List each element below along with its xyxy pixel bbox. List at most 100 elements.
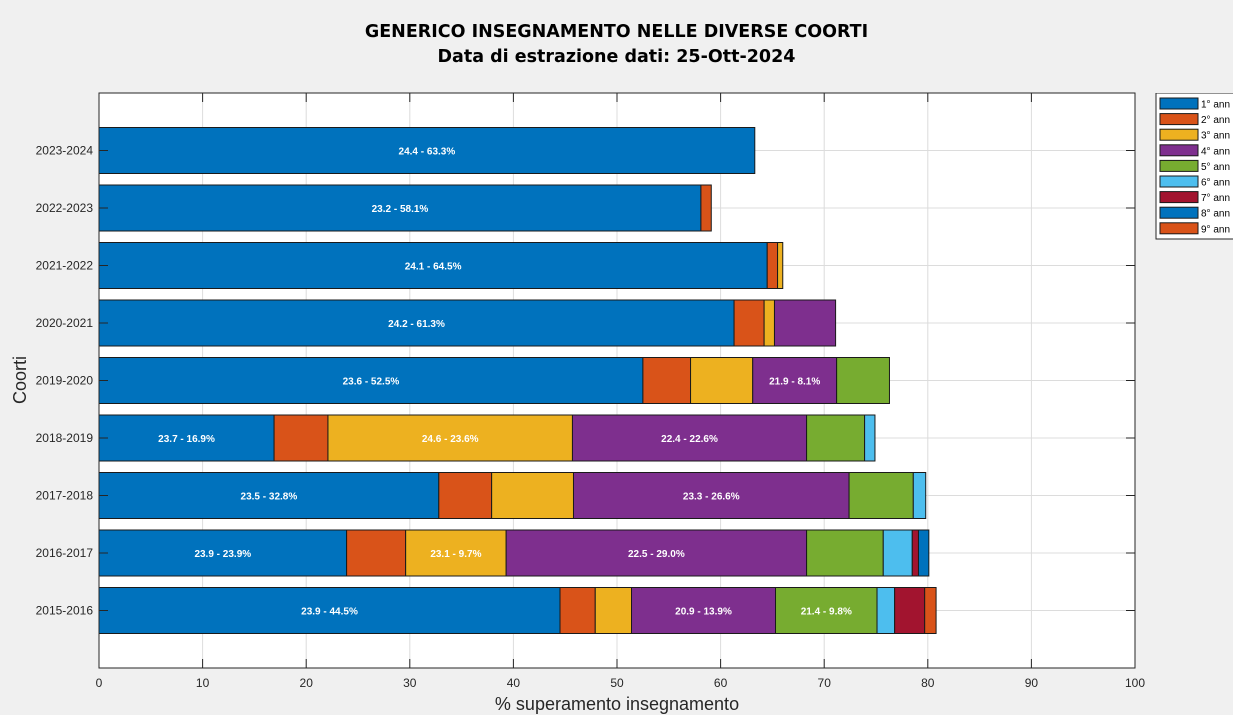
y-tick-label: 2015-2016 [36,604,94,618]
bar-label: 21.9 - 8.1% [769,377,820,388]
y-axis-label: Coorti [10,356,30,404]
legend-label: 5° ann [1201,162,1230,173]
bar-segment [594,587,633,634]
bar-segment [346,529,407,577]
legend-label: 3° ann [1201,131,1230,142]
x-tick-label: 70 [818,676,832,690]
bar-label: 22.4 - 22.6% [661,434,718,445]
legend-label: 2° ann [1201,115,1230,126]
bar-segment [911,529,919,577]
legend-swatch [1159,144,1199,157]
y-tick-label: 2021-2022 [36,259,94,273]
chart-title: GENERICO INSEGNAMENTO NELLE DIVERSE COOR… [0,20,1233,70]
x-axis-label: % superamento insegnamento [495,694,739,714]
bar-segment [438,472,493,519]
x-tick-label: 100 [1125,676,1145,690]
bar-segment [505,529,808,577]
bar-label: 23.7 - 16.9% [158,434,215,445]
bar-segment [912,472,927,519]
bar-label: 23.9 - 23.9% [194,549,251,560]
bar-label: 21.4 - 9.8% [801,607,852,618]
legend-swatch [1159,97,1199,110]
legend-label: 1° ann [1201,100,1230,111]
y-tick-label: 2018-2019 [36,431,94,445]
bar-segment [642,357,692,404]
bar-segment [273,414,329,462]
bar-segment [766,242,779,289]
bars [98,127,937,634]
legend-label: 6° ann [1201,178,1230,189]
legend-swatch [1159,113,1199,126]
x-tick-label: 60 [714,676,728,690]
x-tick-label: 0 [96,676,103,690]
legend-label: 4° ann [1201,146,1230,157]
bar-segment [327,414,573,462]
bar-label: 22.5 - 29.0% [628,549,685,560]
bar-segment [836,357,890,404]
y-tick-label: 2020-2021 [36,316,94,330]
bar-segment [848,472,914,519]
x-tick-label: 30 [403,676,417,690]
bar-label: 23.2 - 58.1% [372,204,429,215]
bar-segment [775,587,878,634]
bar-segment [491,472,574,519]
bar-label: 24.6 - 23.6% [422,434,479,445]
bar-segment [631,587,777,634]
y-tick-label: 2019-2020 [36,374,94,388]
bar-segment [690,357,754,404]
bar-segment [733,299,765,347]
x-tick-label: 20 [300,676,314,690]
bar-segment [571,414,808,462]
bar-segment [98,127,756,174]
x-tick-label: 80 [921,676,935,690]
legend-swatch [1159,159,1199,172]
legend: 1° ann 2° ann 3° ann 4° ann 5° ann 6° ann 7° a… [1155,93,1233,240]
bar-segment [559,587,596,634]
bar-segment [917,529,930,577]
bar-segment [98,472,440,519]
bar-segment [806,529,884,577]
bar-labels: 24.4 - 63.3% 23.2 - 58.1% 24.1 - 64.5% 24.2… [158,147,852,618]
bar-segment [876,587,896,634]
legend-swatch [1159,222,1199,235]
bar-segment [405,529,507,577]
legend-label: 7° ann [1201,193,1230,204]
bar-segment [773,299,837,347]
bar-segment [98,587,561,634]
y-tick-label: 2017-2018 [36,489,94,503]
y-tick-label: 2023-2024 [36,144,94,158]
x-tick-label: 50 [610,676,624,690]
legend-swatch [1159,191,1199,204]
bar-segment [894,587,926,634]
bar-segment [700,184,712,232]
bar-label: 23.1 - 9.7% [430,549,481,560]
bar-segment [572,472,850,519]
legend-swatch [1159,206,1199,219]
chart-title-line1: GENERICO INSEGNAMENTO NELLE DIVERSE COOR… [364,22,869,42]
bar-segment [752,357,838,404]
bar-segment [98,414,275,462]
bar-label: 23.9 - 44.5% [301,607,358,618]
bar-label: 24.2 - 61.3% [388,319,445,330]
x-tick-label: 10 [196,676,210,690]
bar-segment [924,587,937,634]
chart-title-line2: Data di estrazione dati: 25-Ott-2024 [437,47,796,67]
bar-segment [806,414,866,462]
axis-ticks [98,93,1136,668]
bar-label: 24.4 - 63.3% [399,147,456,158]
bar-label: 23.3 - 26.6% [683,492,740,503]
y-tick-label: 2016-2017 [36,546,94,560]
legend-swatch [1159,128,1199,141]
legend-swatch [1159,175,1199,188]
bar-segment [864,414,876,462]
legend-label: 9° ann [1201,224,1230,235]
bar-segment [763,299,775,347]
bar-segment [882,529,913,577]
bar-label: 23.6 - 52.5% [343,377,400,388]
y-tick-label: 2022-2023 [36,201,94,215]
x-tick-label: 40 [507,676,521,690]
bar-segment [98,529,348,577]
bar-label: 24.1 - 64.5% [405,262,462,273]
bar-segment [98,299,735,347]
